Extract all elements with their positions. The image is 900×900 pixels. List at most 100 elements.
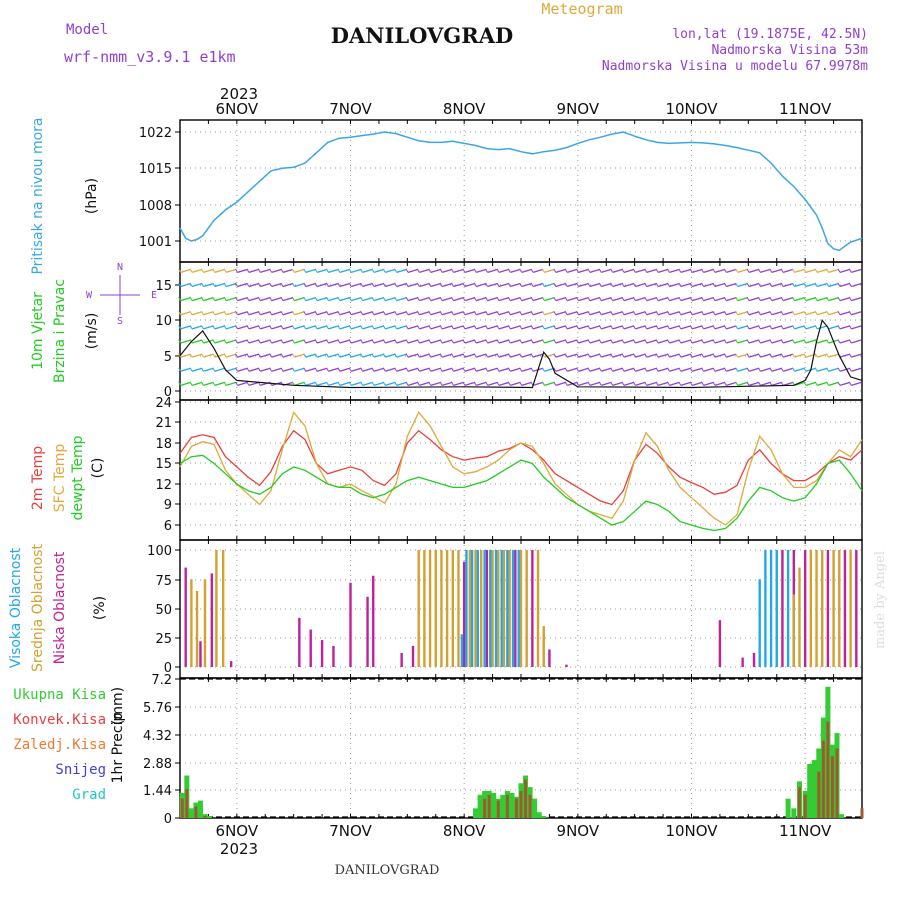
cloud-bar [500,550,503,667]
wind-barb-flag [598,282,602,287]
wind-barb-flag [757,296,761,301]
wind-barb [782,311,794,316]
wind-barb [657,325,669,330]
wind-barb [760,268,771,273]
wind-barb-flag [576,268,579,273]
precip-conv-bar [514,798,518,818]
wind-barb-flag [496,367,500,372]
wind-barb-flag [610,296,614,301]
wind-barb-flag [200,367,204,372]
clouds-ytick-label: 75 [155,574,172,589]
wind-barb [203,311,214,316]
wind-ytick-label: 5 [164,350,172,365]
wind-barb-flag [223,381,227,386]
wind-barb [737,297,748,302]
wind-barb-flag [405,353,409,358]
wind-barb-flag [735,353,739,358]
wind-barb-flag [235,353,238,358]
wind-barb-flag [610,282,614,287]
wind-barb [350,325,362,330]
wind-barb-flag [632,339,636,344]
wind-barb-flag [280,353,284,358]
wind-barb-flag [598,325,602,330]
wind-barb [453,282,464,288]
wind-barb-flag [610,339,614,344]
wind-barb-flag [428,325,432,330]
wind-barb [805,268,817,273]
wind-barb-flag [485,296,489,301]
wind-barb-flag [701,353,704,358]
wind-barb [623,381,635,387]
wind-barb [737,339,748,344]
wind-barb-flag [462,353,466,358]
wind-barb-flag [667,268,670,273]
wind-barb [362,311,373,316]
wind-barb [373,282,385,288]
wind-barb [817,367,828,372]
wind-barb [782,268,794,273]
wind-barb-flag [553,311,557,316]
wind-barb-flag [507,381,511,386]
wind-barb-flag [485,268,489,273]
wind-barb-flag [257,296,261,301]
wind-barb-flag [814,282,818,287]
wind-barb [419,268,430,273]
wind-barb-flag [837,268,841,273]
wind-barb-flag [519,339,523,344]
wind-barb-flag [723,339,727,344]
wind-barb [657,297,669,302]
wind-barb [260,297,271,302]
wind-barb-flag [496,282,500,287]
wind-barb [430,268,441,273]
wind-barb-flag [689,311,693,316]
wind-barb [350,297,362,302]
precip-conv-bar [821,740,825,818]
wind-barb [362,353,373,358]
wind-barb-flag [587,353,591,358]
wind-barb-flag [553,353,557,358]
bottom-day-label: 10NOV [665,822,718,840]
wind-barb [180,325,191,330]
wind-barb [691,353,703,358]
wind-barb-flag [394,268,398,273]
wind-barb [294,311,305,316]
wind-barb [498,311,510,316]
cloud-unit: (%) [92,596,108,620]
wind-barb [498,353,510,358]
top-day-label: 10NOV [665,100,718,118]
wind-barb [544,381,555,387]
wind-barb [532,311,544,316]
wind-barb-flag [644,311,648,316]
wind-barb-flag [826,268,830,273]
cloud-axis-label-3: Niska Oblacnost [52,551,68,664]
wind-barb [464,325,476,330]
wind-barb [453,268,464,273]
wind-barb-flag [382,353,386,358]
wind-barb [430,339,441,344]
wind-barb [385,381,396,387]
cloud-bar [718,620,722,667]
wind-barb-flag [746,381,750,386]
wind-barb [214,367,225,372]
wind-barb-flag [780,367,784,372]
wind-barb [669,297,680,302]
wind-barb [430,311,441,316]
wind-barb [282,325,294,330]
wind-barb [726,353,737,358]
wind-barb [385,353,396,358]
wind-barb [362,268,373,273]
wind-barb-flag [473,282,477,287]
precip-total-bar [807,763,813,818]
wind-barb-flag [564,311,568,316]
wind-barb-flag [769,381,773,386]
model-value: wrf-nmm_v3.9.1 e1km [64,48,236,66]
cloud-bar [445,550,449,667]
wind-barb [441,367,453,372]
wind-barb [760,367,771,372]
wind-barb [225,381,237,387]
wind-barb-flag [428,311,432,316]
lonlat-text: lon,lat (19.1875E, 42.5N) [672,27,868,42]
wind-barb [771,282,782,288]
wind-barb-flag [303,367,307,372]
precip-conv-bar [519,790,523,818]
